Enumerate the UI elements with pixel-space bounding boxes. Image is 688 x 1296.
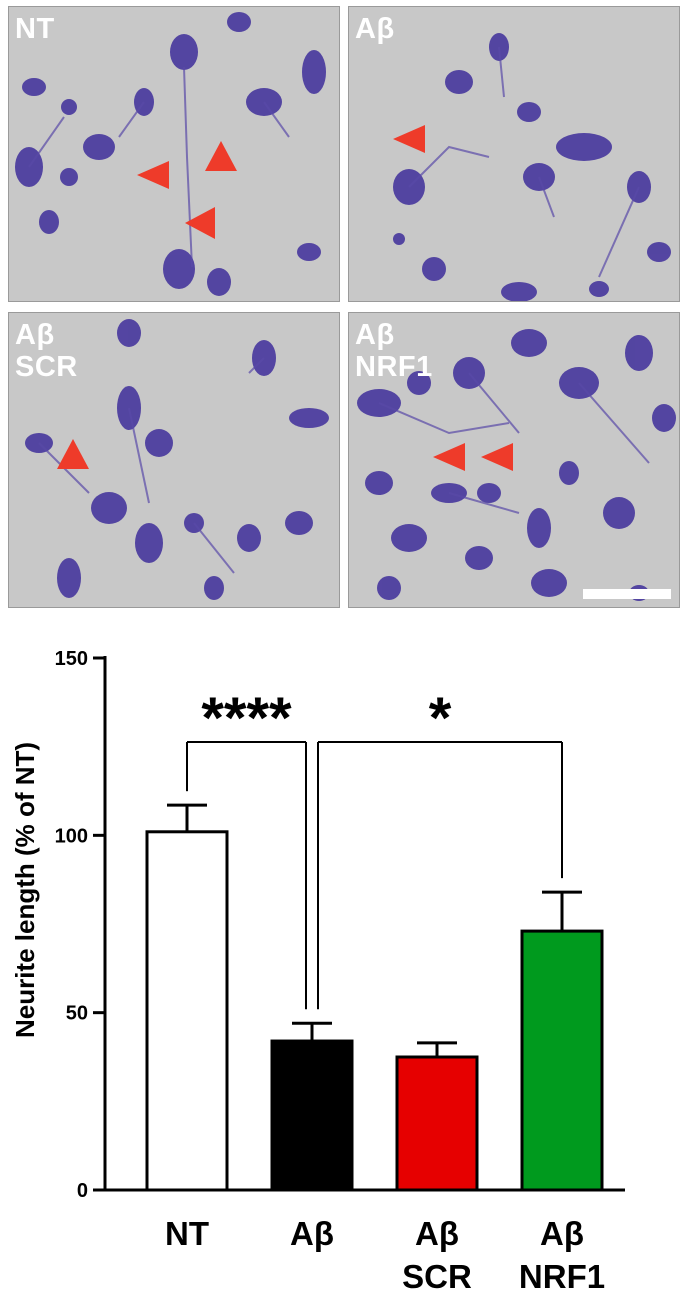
cells-image-ab xyxy=(393,33,671,301)
x-tick-label: NRF1 xyxy=(519,1258,605,1295)
micrograph-panel-ab-nrf1: Aβ NRF1 xyxy=(348,312,680,608)
x-tick-label: Aβ xyxy=(540,1215,584,1252)
cells-image-ab-nrf1 xyxy=(357,329,676,601)
cells-image-ab-scr xyxy=(25,319,329,600)
x-tick-label: NT xyxy=(165,1215,209,1252)
y-tick-label: 150 xyxy=(55,648,88,670)
y-tick-label: 100 xyxy=(55,825,88,847)
x-tick-label: Aβ xyxy=(290,1215,334,1252)
significance-label: * xyxy=(429,686,452,751)
bar xyxy=(145,830,229,1192)
x-tick-labels: NT Aβ Aβ SCR Aβ NRF1 xyxy=(165,1215,605,1295)
bar xyxy=(395,1055,479,1192)
y-tick-label: 50 xyxy=(66,1003,88,1025)
chart-bars xyxy=(145,803,604,1192)
panel-label-nt: NT xyxy=(15,13,55,45)
micrograph-panel-ab: Aβ xyxy=(348,6,680,302)
bar xyxy=(520,929,604,1192)
panel-label-ab-nrf1: Aβ NRF1 xyxy=(355,319,433,383)
significance-annotations: **** * xyxy=(186,686,563,1010)
y-axis-label: Neurite length (% of NT) xyxy=(10,742,40,1038)
x-tick-label: SCR xyxy=(402,1258,472,1295)
scale-bar xyxy=(583,589,671,599)
panel-label-ab-scr: Aβ SCR xyxy=(15,319,78,383)
cells-image-nt xyxy=(15,12,326,296)
y-tick-label: 0 xyxy=(77,1180,88,1202)
significance-label: **** xyxy=(201,686,292,751)
micrograph-panel-nt: NT xyxy=(8,6,340,302)
micrograph-panel-ab-scr: Aβ SCR xyxy=(8,312,340,608)
panel-label-ab: Aβ xyxy=(355,13,395,45)
bar xyxy=(270,1039,354,1192)
x-tick-label: Aβ xyxy=(415,1215,459,1252)
